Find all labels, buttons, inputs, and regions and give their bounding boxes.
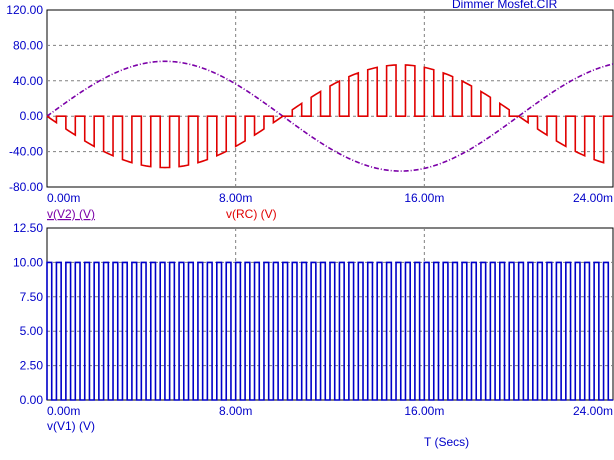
- legend-rc[interactable]: v(RC) (V): [226, 207, 277, 221]
- x-tick-label: 24.00m: [573, 404, 613, 418]
- bottom-traces: [46, 261, 613, 401]
- y-tick-label: 10.00: [13, 255, 43, 269]
- y-tick-label: 5.00: [20, 324, 44, 338]
- bottom-plot-area: 12.50 10.00 7.50 5.00 2.50 0.00 0.00m 8.00m 16.…: [13, 221, 614, 418]
- top-traces: [46, 60, 614, 172]
- y-tick-label: 12.50: [13, 221, 43, 235]
- legend-v1[interactable]: v(V1) (V): [47, 419, 95, 433]
- x-tick-label: 24.00m: [573, 191, 613, 205]
- y-tick-label: 120.00: [6, 3, 43, 17]
- y-tick-label: -40.00: [9, 145, 43, 159]
- bottom-x-tick-labels: 0.00m 8.00m 16.00m 24.00m: [47, 404, 613, 418]
- y-tick-label: 2.50: [20, 359, 44, 373]
- x-tick-label: 8.00m: [219, 404, 252, 418]
- y-tick-label: 0.00: [20, 393, 44, 407]
- series-v1-line: [46, 261, 613, 401]
- y-tick-label: 80.00: [13, 38, 43, 52]
- x-axis-label: T (Secs): [424, 435, 469, 449]
- x-tick-label: 0.00m: [47, 404, 80, 418]
- chart-title: Dimmer Mosfet.CIR: [452, 0, 558, 11]
- x-tick-label: 8.00m: [219, 191, 252, 205]
- top-plot-area: 120.00 80.00 40.00 0.00 -40.00 -80.00 0.00m 8.…: [6, 3, 614, 205]
- legend-v2[interactable]: v(V2) (V): [47, 207, 95, 221]
- y-tick-label: -80.00: [9, 180, 43, 194]
- bottom-y-tick-labels: 12.50 10.00 7.50 5.00 2.50 0.00: [13, 221, 43, 407]
- x-tick-label: 16.00m: [404, 191, 444, 205]
- y-tick-label: 7.50: [20, 290, 44, 304]
- y-tick-label: 0.00: [20, 109, 44, 123]
- series-v2-line: [46, 60, 614, 172]
- top-x-tick-labels: 0.00m 8.00m 16.00m 24.00m: [47, 191, 613, 205]
- x-tick-label: 0.00m: [47, 191, 80, 205]
- series-rc-line: [46, 64, 613, 169]
- x-tick-label: 16.00m: [404, 404, 444, 418]
- y-tick-label: 40.00: [13, 74, 43, 88]
- top-y-tick-labels: 120.00 80.00 40.00 0.00 -40.00 -80.00: [6, 3, 43, 194]
